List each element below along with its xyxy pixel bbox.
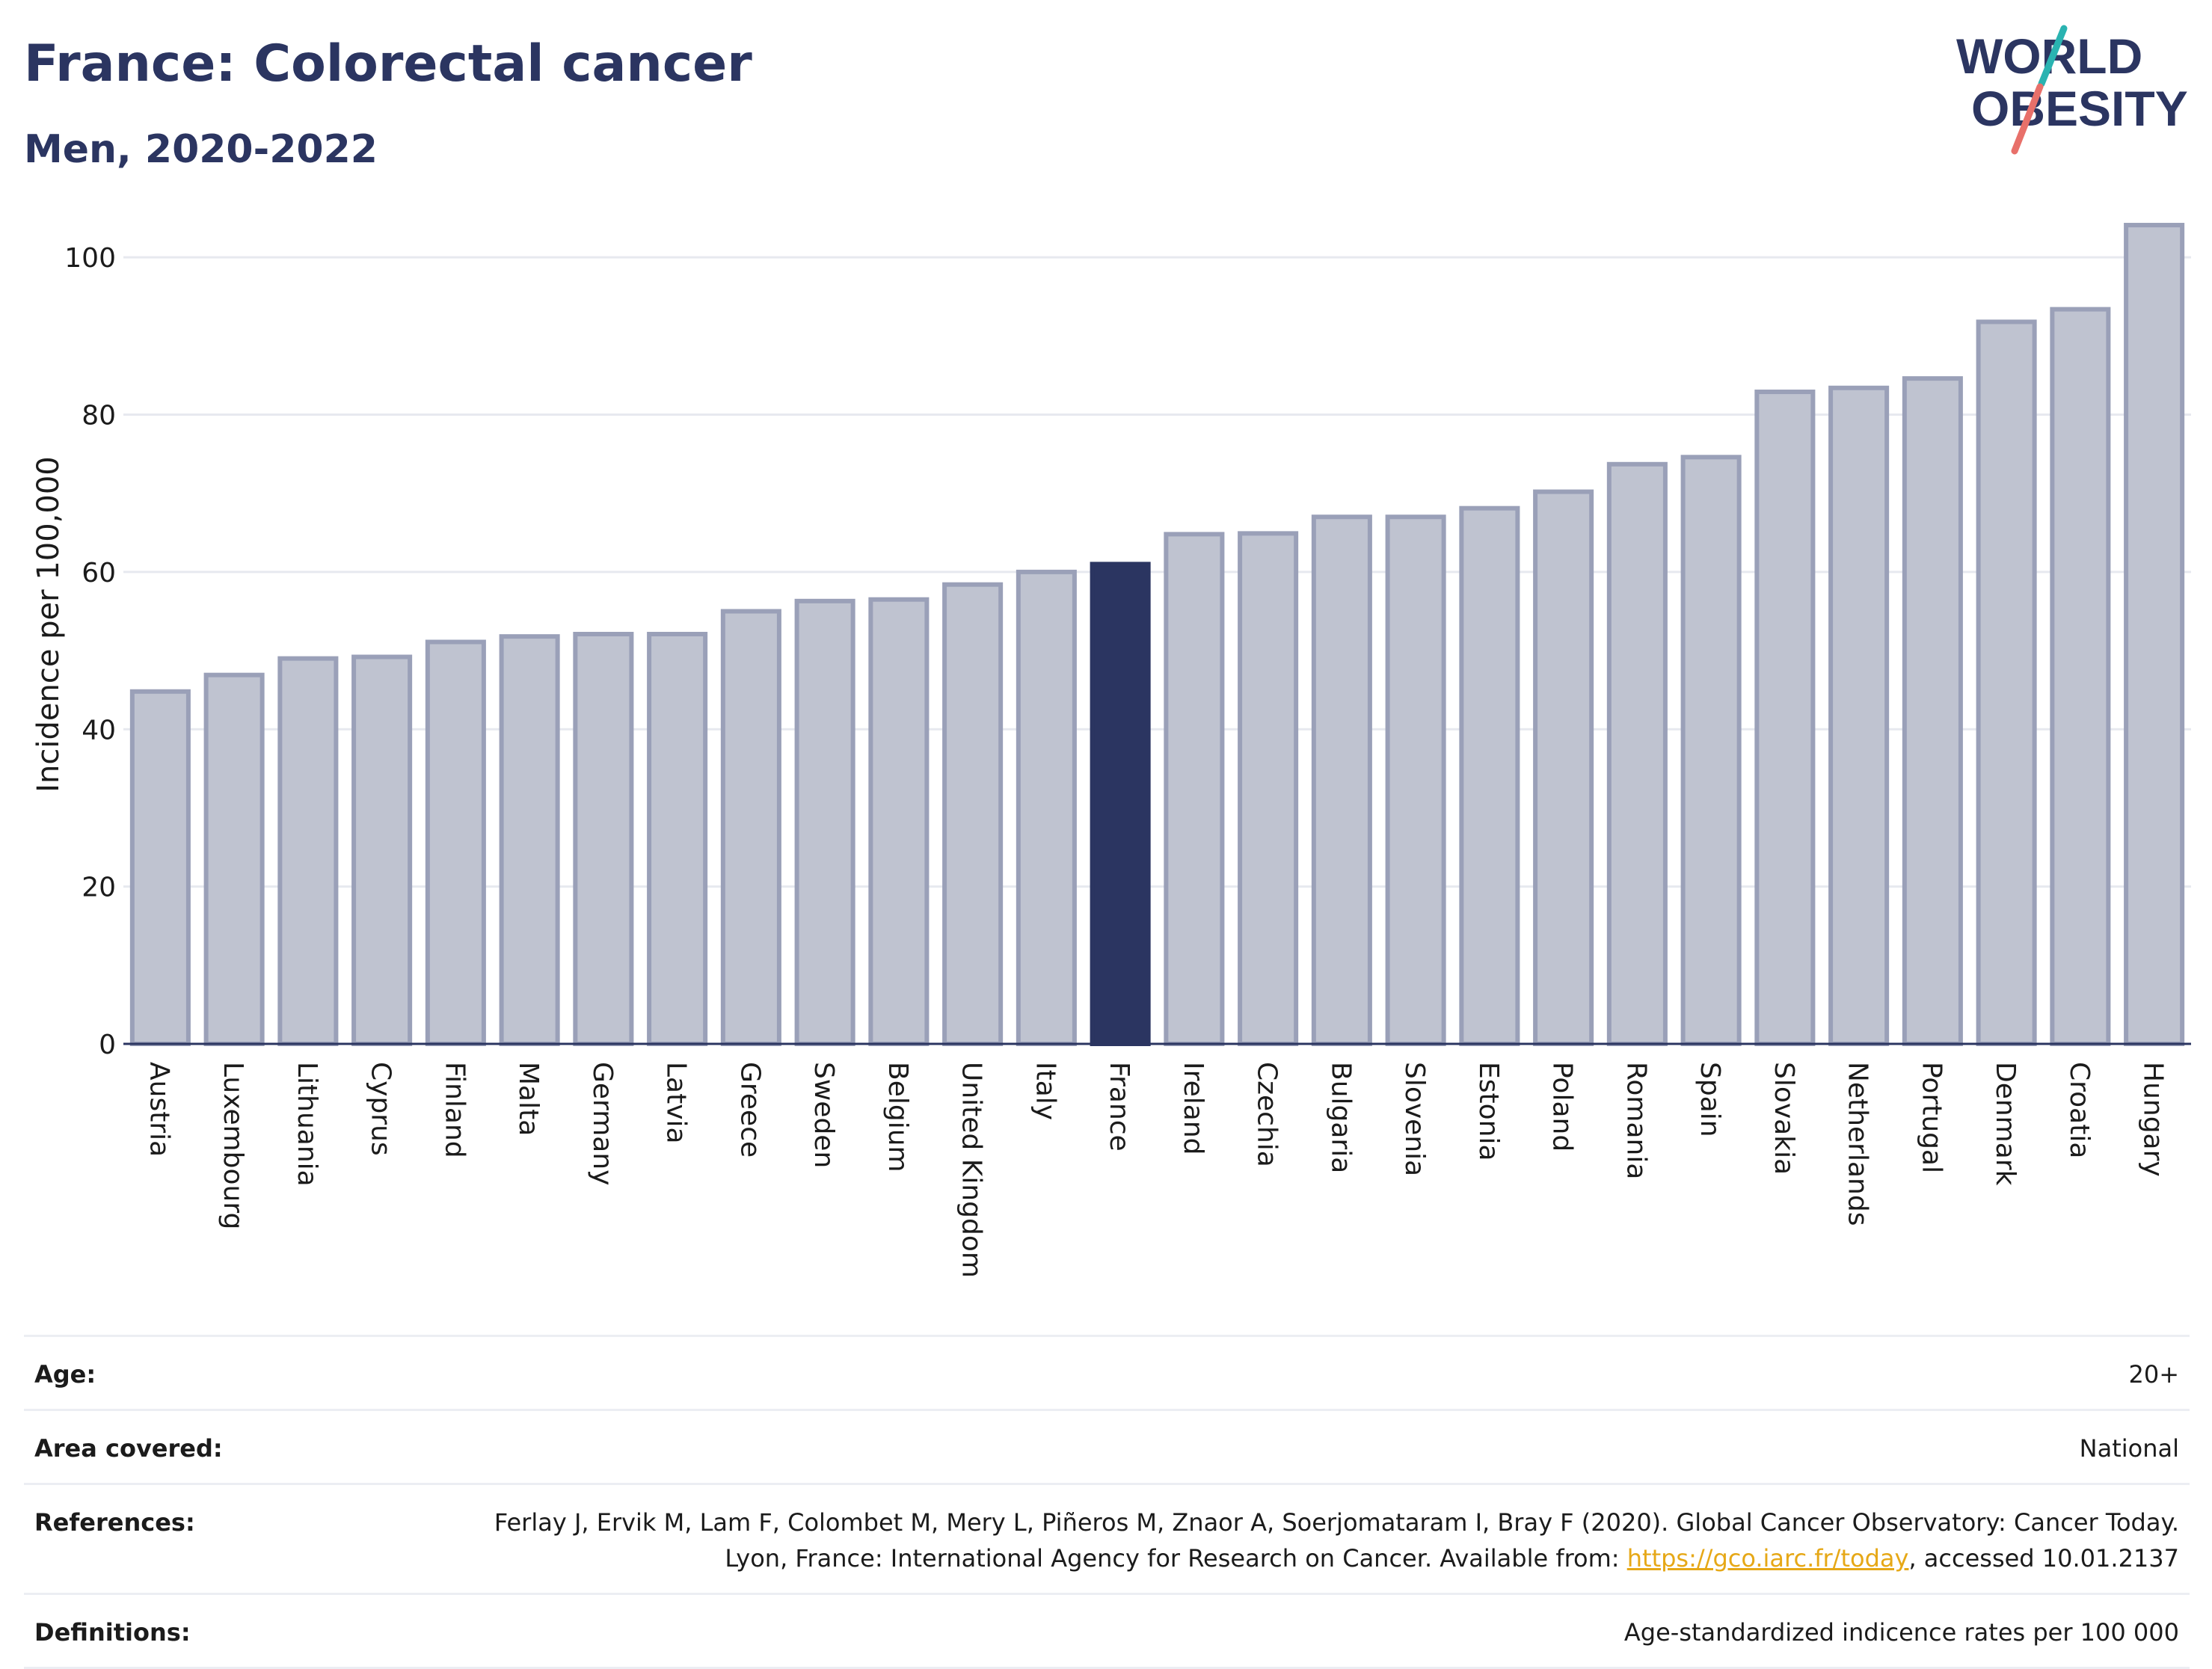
bar-romania xyxy=(1606,461,1668,1046)
logo-text-obesity: OBESITY xyxy=(1971,81,2188,136)
bar-greece xyxy=(720,609,781,1046)
bar-portugal xyxy=(1902,376,1963,1046)
x-tick-label: Portugal xyxy=(1916,1062,1947,1173)
x-tick-label: Malta xyxy=(513,1062,544,1136)
bar-france xyxy=(1090,562,1151,1046)
x-tick-label: Austria xyxy=(144,1062,174,1157)
y-tick-label: 20 xyxy=(82,873,116,903)
x-tick-label: Luxembourg xyxy=(218,1062,248,1229)
references-value: Ferlay J, Ervik M, Lam F, Colombet M, Me… xyxy=(459,1504,2179,1576)
y-tick-label: 40 xyxy=(82,715,116,746)
y-tick-labels: 0 20 40 60 80 100 xyxy=(64,243,116,1060)
bar-lithuania xyxy=(277,656,339,1046)
x-tick-label: Sweden xyxy=(808,1062,839,1168)
x-tick-label: Ireland xyxy=(1178,1062,1208,1155)
y-tick-label: 100 xyxy=(64,243,116,274)
info-row-definitions: Definitions: Age-standardized indicence … xyxy=(24,1593,2190,1669)
bars xyxy=(129,223,2185,1047)
chart-title: France: Colorectal cancer xyxy=(24,34,752,93)
age-value: 20+ xyxy=(2128,1360,2179,1389)
bar-germany xyxy=(573,631,634,1046)
x-tick-label: Cyprus xyxy=(366,1062,396,1156)
area-covered-value: National xyxy=(2079,1434,2179,1463)
definitions-label: Definitions: xyxy=(34,1618,191,1647)
definitions-value: Age-standardized indicence rates per 100… xyxy=(1623,1618,2179,1647)
bar-latvia xyxy=(647,631,708,1046)
x-tick-label: Netherlands xyxy=(1843,1062,1873,1226)
x-tick-label: France xyxy=(1104,1062,1134,1152)
x-tick-label: Romania xyxy=(1620,1062,1651,1179)
y-tick-label: 60 xyxy=(82,558,116,588)
x-tick-label: Slovenia xyxy=(1399,1062,1430,1176)
bar-bulgaria xyxy=(1311,514,1372,1046)
area-covered-label: Area covered: xyxy=(34,1434,223,1463)
references-accessed: , accessed 10.01.2137 xyxy=(1908,1544,2179,1573)
x-tick-label: Poland xyxy=(1547,1062,1578,1152)
x-tick-label: Denmark xyxy=(1990,1062,2021,1186)
x-tick-label: Germany xyxy=(587,1062,618,1185)
y-tick-label: 0 xyxy=(99,1030,116,1060)
references-text: Ferlay J, Ervik M, Lam F, Colombet M, Me… xyxy=(494,1508,2179,1573)
info-row-references: References: Ferlay J, Ervik M, Lam F, Co… xyxy=(24,1483,2190,1593)
bar-denmark xyxy=(1976,319,2037,1046)
bar-croatia xyxy=(2050,307,2111,1046)
bar-netherlands xyxy=(1828,385,1890,1046)
bar-slovakia xyxy=(1754,390,1816,1046)
bar-luxembourg xyxy=(203,672,265,1046)
info-row-age: Age: 20+ xyxy=(24,1335,2190,1409)
x-tick-label: Finland xyxy=(439,1062,470,1158)
age-label: Age: xyxy=(34,1360,96,1389)
x-tick-label: Czechia xyxy=(1252,1062,1282,1167)
references-label: References: xyxy=(34,1508,195,1537)
x-tick-label: Latvia xyxy=(661,1062,692,1144)
x-tick-label: Belgium xyxy=(882,1062,913,1172)
x-tick-labels: Austria Luxembourg Lithuania Cyprus Finland M… xyxy=(144,1062,2168,1278)
bar-italy xyxy=(1016,569,1077,1046)
info-table: Age: 20+ Area covered: National Referenc… xyxy=(24,1335,2190,1669)
world-obesity-logo: WORLD OBESITY xyxy=(1956,25,2188,155)
bar-estonia xyxy=(1459,505,1520,1046)
x-tick-label: Lithuania xyxy=(292,1062,322,1187)
x-tick-label: Greece xyxy=(734,1062,765,1158)
logo-slash-coral xyxy=(2011,83,2044,155)
bar-chart: 0 20 40 60 80 100 Austria Luxembourg Lithuania C… xyxy=(31,223,2191,1278)
bar-slovenia xyxy=(1385,514,1446,1046)
info-row-area: Area covered: National xyxy=(24,1409,2190,1483)
y-axis-title: Incidence per 100,000 xyxy=(31,456,66,793)
x-tick-label: United Kingdom xyxy=(956,1062,987,1278)
x-tick-label: Slovakia xyxy=(1769,1062,1799,1175)
bar-czechia xyxy=(1238,531,1299,1046)
x-tick-label: Bulgaria xyxy=(1325,1062,1356,1173)
y-tick-label: 80 xyxy=(82,401,116,431)
bar-hungary xyxy=(2124,223,2185,1046)
bar-cyprus xyxy=(351,654,413,1046)
bar-finland xyxy=(425,639,486,1046)
bar-sweden xyxy=(794,598,855,1046)
bar-malta xyxy=(499,634,560,1046)
chart-subtitle: Men, 2020-2022 xyxy=(24,127,378,172)
x-tick-label: Croatia xyxy=(2064,1062,2095,1158)
bar-united-kingdom xyxy=(942,582,1004,1046)
bar-ireland xyxy=(1164,532,1225,1046)
references-link[interactable]: https://gco.iarc.fr/today xyxy=(1626,1544,1909,1573)
bar-austria xyxy=(129,689,191,1047)
bar-poland xyxy=(1533,489,1594,1046)
x-tick-label: Estonia xyxy=(1473,1062,1504,1161)
bar-belgium xyxy=(868,597,930,1046)
x-tick-label: Italy xyxy=(1030,1062,1060,1120)
x-tick-label: Spain xyxy=(1695,1062,1725,1137)
bar-spain xyxy=(1680,455,1742,1046)
x-tick-label: Hungary xyxy=(2138,1062,2169,1177)
logo-slash-teal xyxy=(2038,25,2068,87)
